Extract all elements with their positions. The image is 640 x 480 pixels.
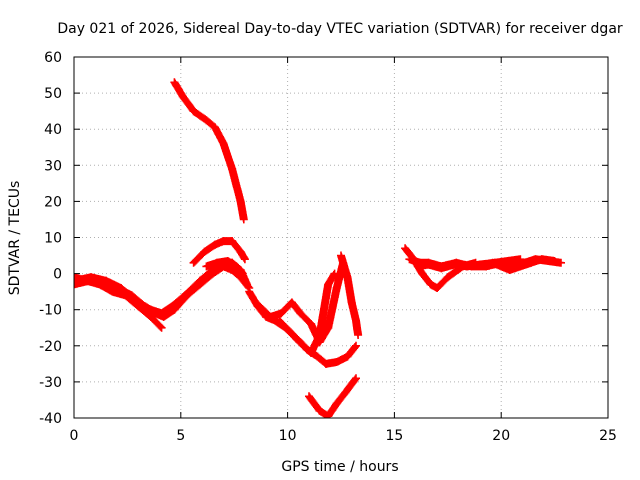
x-tick-label: 20	[492, 428, 510, 444]
y-axis-label: SDTVAR / TECUs	[7, 181, 23, 296]
data-point-run	[285, 327, 305, 347]
y-tick-label: 60	[44, 50, 62, 66]
y-tick-label: 30	[44, 158, 62, 174]
series-arc-3	[74, 262, 254, 321]
data-point-run	[537, 255, 559, 265]
data-point-run	[236, 247, 249, 264]
data-series	[74, 78, 565, 418]
y-tick-label: -10	[39, 303, 62, 319]
data-point-run	[178, 92, 198, 116]
ticks: 0 5 10 15 20 25 -40 -30 -20 -10 0 10 20 30 40 50 60	[39, 50, 617, 444]
data-point-run	[228, 237, 245, 256]
data-point-run	[189, 247, 209, 267]
data-point-run	[236, 273, 254, 292]
x-tick-label: 5	[176, 428, 185, 444]
series-arc-11	[337, 251, 363, 339]
data-point-run	[343, 341, 360, 361]
chart-title: Day 021 of 2026, Sidereal Day-to-day VTE…	[57, 21, 623, 37]
x-tick-label: 15	[385, 428, 403, 444]
x-tick-label: 0	[70, 428, 79, 444]
y-tick-label: -30	[39, 375, 62, 391]
data-point-run	[189, 107, 211, 125]
series-arc-5	[202, 257, 247, 278]
y-tick-label: 0	[53, 267, 62, 283]
data-point-run	[183, 280, 204, 300]
y-tick-label: -40	[39, 411, 62, 427]
data-point-run	[315, 280, 333, 339]
y-tick-label: 20	[44, 194, 62, 210]
data-point-run	[287, 298, 305, 318]
y-tick-label: 40	[44, 122, 62, 138]
x-tick-label: 10	[279, 428, 297, 444]
data-point-run	[196, 269, 217, 289]
y-tick-label: 10	[44, 231, 62, 247]
data-point-run	[305, 392, 324, 415]
data-point-run	[170, 291, 192, 314]
data-point-run	[418, 269, 435, 289]
y-tick-label: 50	[44, 86, 62, 102]
series-arc-10	[305, 374, 360, 418]
x-tick-label: 25	[599, 428, 617, 444]
data-point-run	[352, 316, 363, 339]
x-axis-label: GPS time / hours	[281, 459, 398, 475]
data-point-run	[146, 312, 166, 332]
data-point-run	[127, 291, 149, 311]
data-point-run	[275, 316, 294, 336]
data-point-run	[296, 309, 316, 329]
series-arc-6	[170, 78, 248, 224]
data-point-run	[332, 388, 350, 408]
data-point-run	[232, 262, 247, 278]
data-point-run	[324, 399, 341, 418]
series-arc-9	[275, 269, 339, 357]
data-point-run	[324, 269, 339, 289]
data-point-run	[503, 255, 525, 265]
series-arc-15	[488, 255, 559, 274]
data-point-run	[433, 273, 452, 292]
data-point-run	[236, 197, 248, 224]
data-point-run	[341, 374, 360, 397]
y-tick-label: -20	[39, 339, 62, 355]
series-arc-4	[189, 237, 249, 267]
